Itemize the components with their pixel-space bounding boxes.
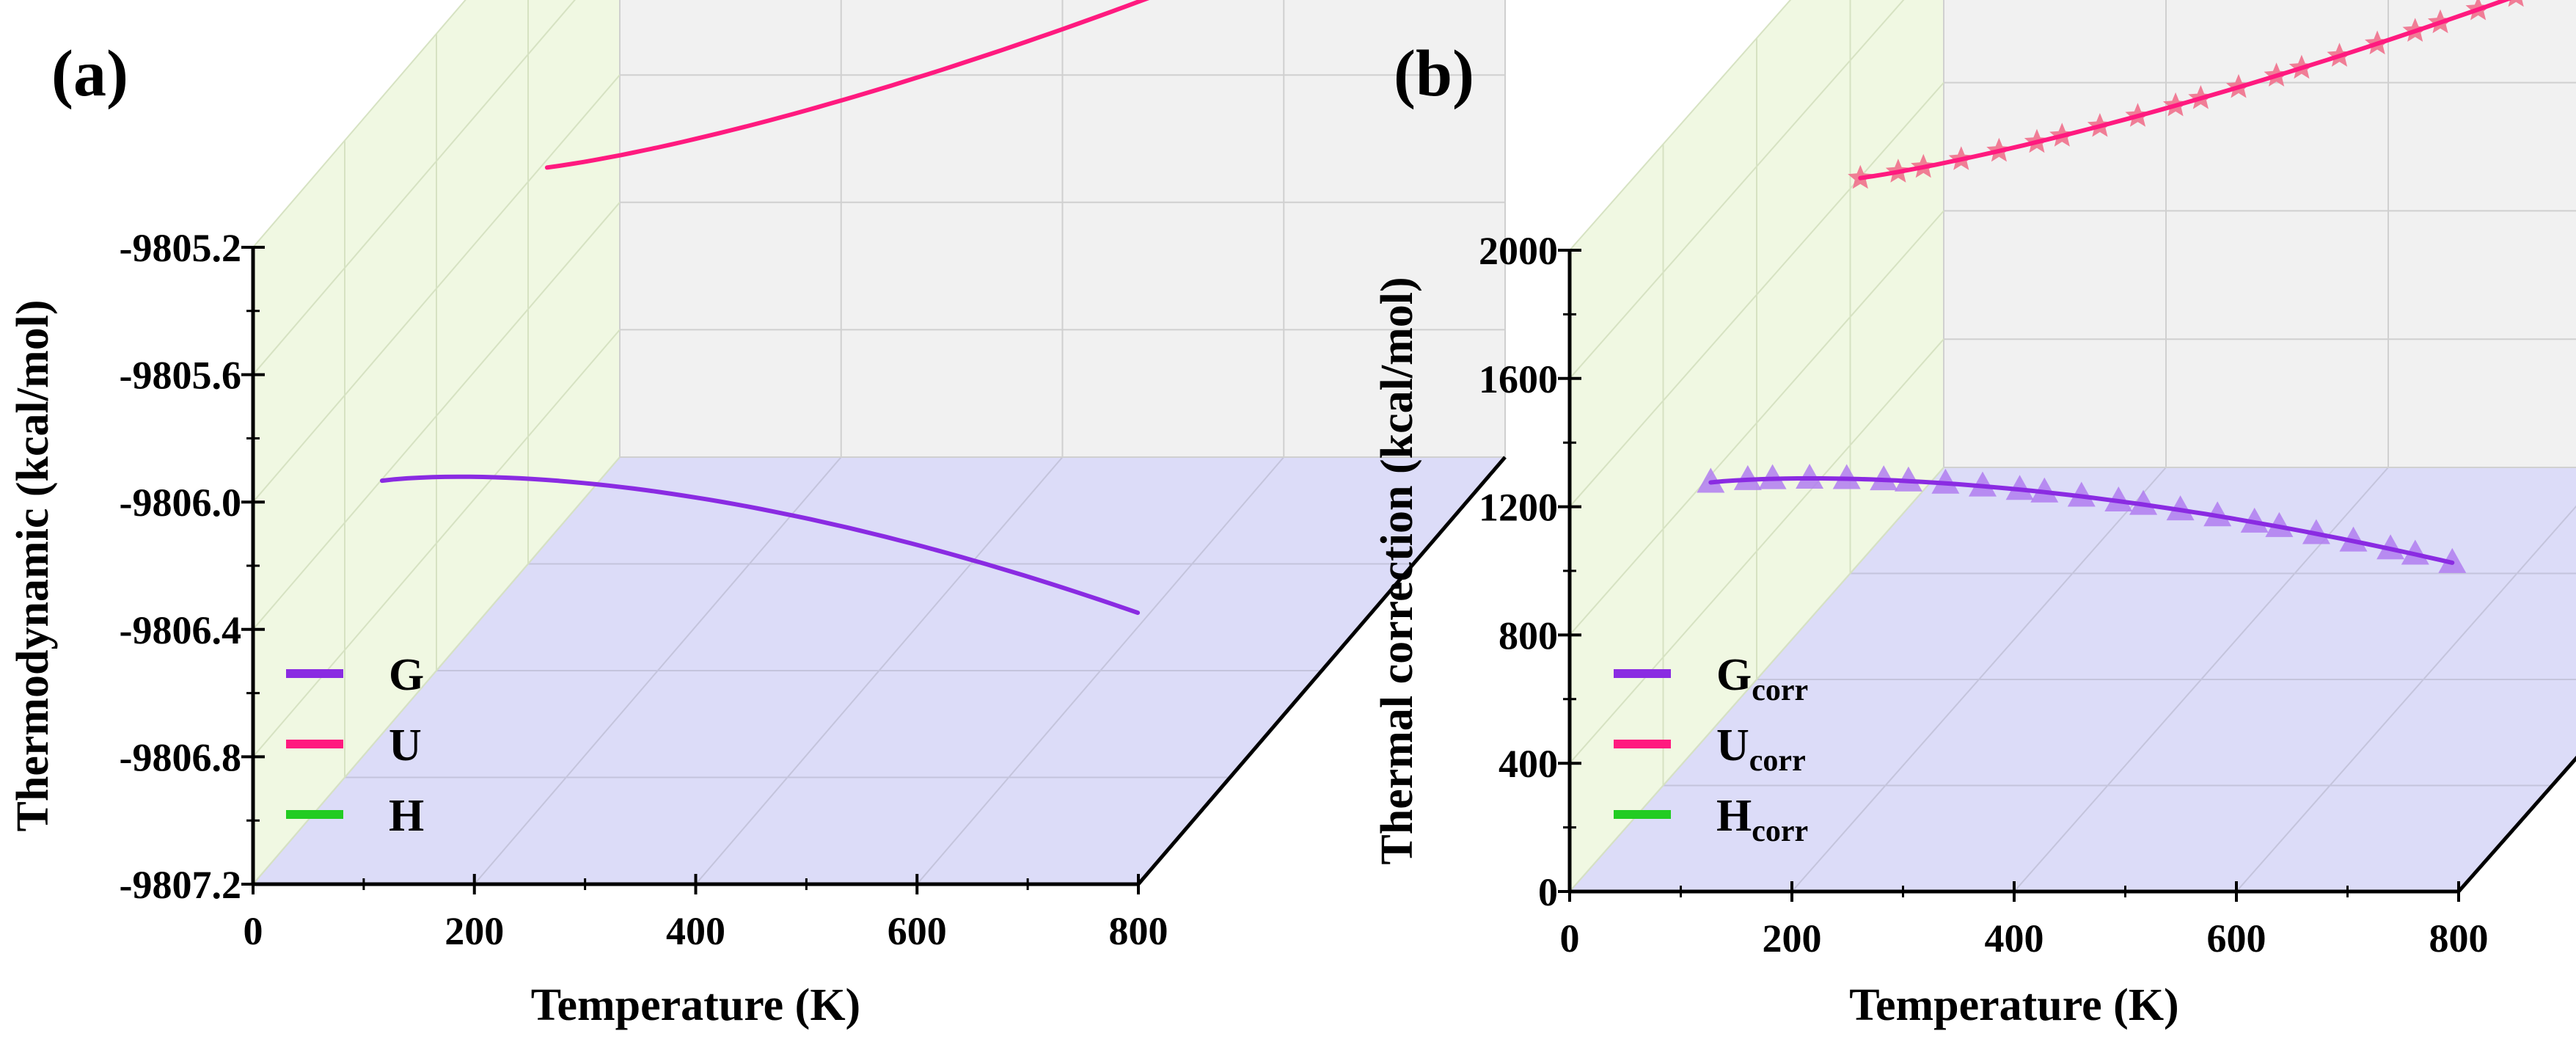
wall-gridline-y <box>1569 467 1944 892</box>
wall-gridline-y <box>252 0 466 248</box>
y-tick-label: -9805.2 <box>120 226 241 270</box>
y-tick-label: 1600 <box>1479 357 1558 401</box>
legend-label-H: Hcorr <box>1716 791 1808 848</box>
wall-gridline-y <box>1569 210 1944 636</box>
depth-axis-line <box>2457 755 2576 893</box>
y-tick-label: -9805.6 <box>120 354 241 398</box>
y-tick-label: 0 <box>1538 870 1558 914</box>
legend-label-U: Ucorr <box>1716 721 1806 778</box>
y-tick-label: -9806.0 <box>120 481 241 525</box>
x-axis-title: Temperature (K) <box>531 980 860 1030</box>
y-tick-label: -9806.4 <box>120 608 241 652</box>
x-tick-label: 600 <box>888 909 947 953</box>
series-line-G <box>1708 476 2455 565</box>
y-tick-label: -9807.2 <box>120 863 241 907</box>
y-tick-label: 2000 <box>1479 229 1558 273</box>
series-U <box>1848 0 2524 189</box>
wall-gridline-y <box>252 329 621 758</box>
x-tick-label: 800 <box>2429 916 2489 960</box>
series-line-G <box>379 474 1141 616</box>
legend-main: H <box>389 791 424 841</box>
legend-subscript: corr <box>1752 674 1808 707</box>
wall-gridline-y <box>1569 0 1792 251</box>
x-tick-label: 200 <box>1763 916 1822 960</box>
series-G <box>379 474 1141 616</box>
legend-subscript: corr <box>1749 744 1806 778</box>
y-axis-title: Thermodynamic (kcal/mol) <box>8 300 58 832</box>
legend-label-U: U <box>389 721 422 770</box>
legend-label-G: G <box>389 650 424 700</box>
y-tick-label: 1200 <box>1479 486 1558 530</box>
legend-main: U <box>389 721 422 770</box>
legend-main: G <box>1716 650 1752 700</box>
x-tick-label: 200 <box>444 909 504 953</box>
legend-main: G <box>389 650 424 700</box>
legend-subscript: corr <box>1752 814 1808 848</box>
x-axis-title: Temperature (K) <box>1849 980 2178 1030</box>
y-tick-label: 400 <box>1499 742 1558 786</box>
wall-gridline-y <box>252 74 621 503</box>
x-tick-label: 0 <box>1560 916 1580 960</box>
panel-label: (a) <box>51 37 128 110</box>
data-marker-star <box>2508 0 2524 7</box>
back-wall-pane <box>1943 0 2576 468</box>
depth-axis-line <box>1137 456 1507 886</box>
series-U <box>544 0 1150 170</box>
wall-gridline-y <box>1569 0 1905 379</box>
y-tick-label: 800 <box>1499 613 1558 657</box>
x-tick-label: 0 <box>244 909 263 953</box>
wall-gridline-y <box>1569 338 1944 764</box>
legend-main: H <box>1716 791 1752 841</box>
y-tick-label: -9806.8 <box>120 735 241 779</box>
x-tick-label: 400 <box>1985 916 2044 960</box>
x-tick-label: 800 <box>1109 909 1168 953</box>
series-G <box>1697 464 2467 573</box>
legend-main: U <box>1716 721 1749 770</box>
panel-label: (b) <box>1394 37 1474 110</box>
legend-label-G: Gcorr <box>1716 650 1808 707</box>
series-line-U <box>1858 0 2512 181</box>
panel-a-chart: 0 200 400 600 800 -9807.2 -9806.8 -9806.4 -9806.… <box>8 0 1507 1030</box>
y-axis-title: Thermal correction (kcal/mol) <box>1372 277 1422 864</box>
wall-gridline-y <box>1569 81 1944 508</box>
wall-gridline-y <box>252 202 621 630</box>
legend-label-H: H <box>389 791 424 841</box>
x-tick-label: 600 <box>2207 916 2266 960</box>
series-line-U <box>544 0 1150 170</box>
wall-gridline-y <box>252 0 576 376</box>
x-tick-label: 400 <box>666 909 725 953</box>
panel-b-chart: 0 200 400 600 800 0 400 800 1200 1600 2000 Temperat… <box>1372 0 2576 1030</box>
